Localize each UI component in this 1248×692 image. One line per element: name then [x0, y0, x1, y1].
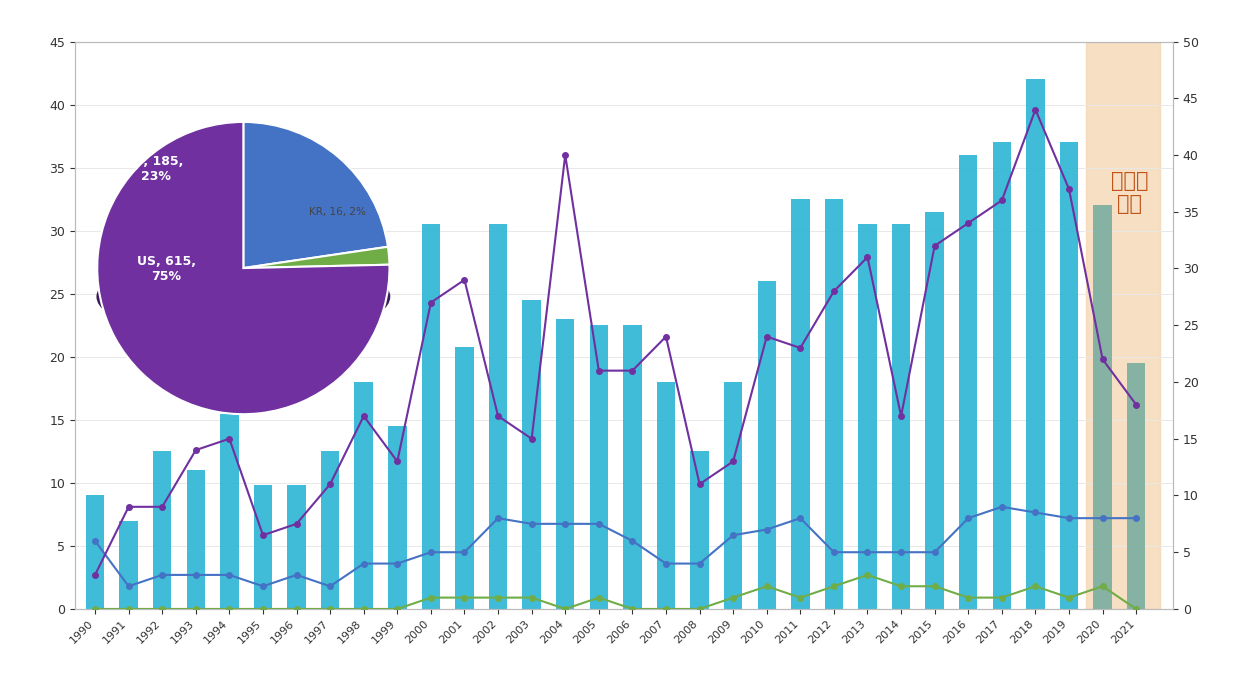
- Bar: [1127, 363, 1146, 609]
- Bar: [186, 471, 205, 609]
- Bar: [354, 382, 373, 609]
- Bar: [154, 451, 171, 609]
- Bar: [489, 224, 507, 609]
- Bar: [1086, 42, 1159, 609]
- Text: KR, 16, 2%: KR, 16, 2%: [310, 207, 366, 217]
- Bar: [120, 520, 137, 609]
- Wedge shape: [97, 122, 389, 415]
- Bar: [422, 224, 441, 609]
- Bar: [825, 199, 844, 609]
- Bar: [623, 325, 641, 609]
- Legend: 중합계, EP, KR, US: 중합계, EP, KR, US: [469, 691, 779, 692]
- Bar: [456, 347, 474, 609]
- Bar: [892, 224, 910, 609]
- Bar: [321, 451, 339, 609]
- Text: US, 615,
75%: US, 615, 75%: [137, 255, 196, 283]
- Bar: [589, 325, 608, 609]
- Text: 미공개
구간: 미공개 구간: [1111, 171, 1148, 215]
- Bar: [656, 382, 675, 609]
- Bar: [220, 414, 238, 609]
- Ellipse shape: [96, 253, 391, 340]
- Bar: [992, 143, 1011, 609]
- Bar: [287, 485, 306, 609]
- Bar: [86, 495, 105, 609]
- Bar: [791, 199, 810, 609]
- Bar: [1026, 80, 1045, 609]
- Bar: [859, 224, 877, 609]
- Bar: [926, 212, 943, 609]
- Bar: [1060, 143, 1078, 609]
- Text: EP, 185,
23%: EP, 185, 23%: [129, 155, 183, 183]
- Bar: [388, 426, 407, 609]
- Wedge shape: [243, 122, 388, 268]
- Bar: [690, 451, 709, 609]
- Bar: [523, 300, 540, 609]
- Wedge shape: [243, 247, 389, 268]
- Bar: [1093, 206, 1112, 609]
- Bar: [758, 281, 776, 609]
- Bar: [557, 319, 574, 609]
- Bar: [724, 382, 743, 609]
- Bar: [253, 485, 272, 609]
- Bar: [958, 155, 977, 609]
